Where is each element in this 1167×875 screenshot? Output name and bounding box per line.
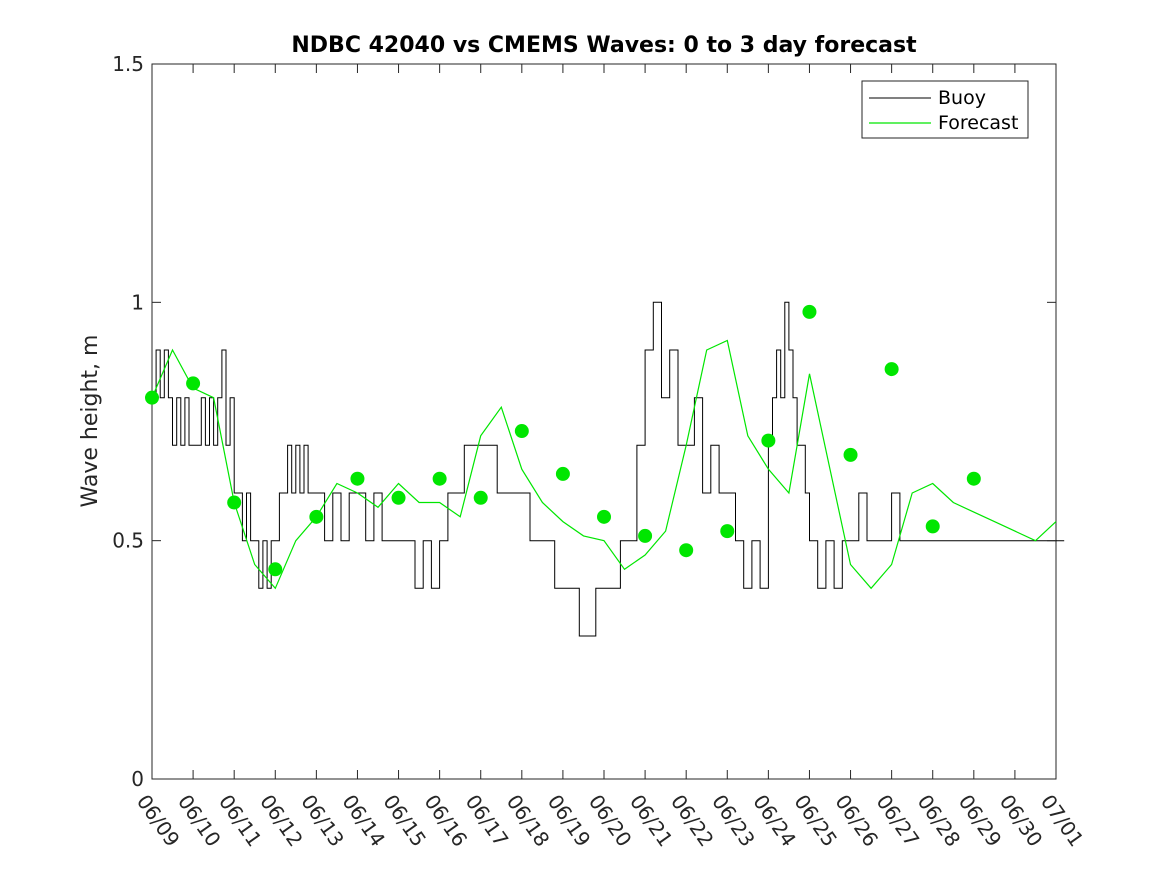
forecast-marker xyxy=(227,495,242,510)
forecast-marker xyxy=(186,376,201,391)
forecast-marker xyxy=(638,528,653,543)
forecast-series xyxy=(151,339,1057,590)
forecast-markers xyxy=(145,304,981,577)
forecast-marker xyxy=(514,424,529,439)
forecast-marker xyxy=(268,562,283,577)
y-tick-label: 0.5 xyxy=(112,529,144,553)
legend-box xyxy=(861,80,1029,139)
forecast-marker xyxy=(309,509,324,524)
forecast-marker xyxy=(432,471,447,486)
forecast-line xyxy=(151,339,1057,590)
y-tick-label: 0 xyxy=(131,767,144,791)
forecast-marker xyxy=(720,524,735,539)
forecast-marker xyxy=(391,490,406,505)
forecast-marker xyxy=(843,447,858,462)
forecast-marker xyxy=(884,362,899,377)
buoy-series xyxy=(152,301,1065,637)
y-tick-label: 1.5 xyxy=(112,52,144,76)
forecast-marker xyxy=(555,466,570,481)
forecast-marker xyxy=(802,304,817,319)
forecast-marker xyxy=(145,390,159,405)
forecast-marker xyxy=(966,471,981,486)
buoy-line xyxy=(152,301,1065,637)
y-axis: 0 0.5 1 1.5 xyxy=(112,52,1056,791)
legend-buoy-label: Buoy xyxy=(938,87,986,109)
chart-title: NDBC 42040 vs CMEMS Waves: 0 to 3 day fo… xyxy=(291,33,917,58)
y-axis-label: Wave height, m xyxy=(78,335,103,508)
forecast-marker xyxy=(925,519,940,534)
legend: Buoy Forecast xyxy=(861,80,1029,139)
forecast-marker xyxy=(761,433,776,448)
forecast-marker xyxy=(597,509,611,524)
legend-forecast-label: Forecast xyxy=(938,112,1018,134)
plot-area xyxy=(151,63,1057,780)
y-tick-label: 1 xyxy=(131,290,144,314)
axes-box xyxy=(151,63,1057,780)
forecast-marker xyxy=(679,543,694,558)
forecast-marker xyxy=(350,471,365,486)
forecast-marker xyxy=(473,490,488,505)
